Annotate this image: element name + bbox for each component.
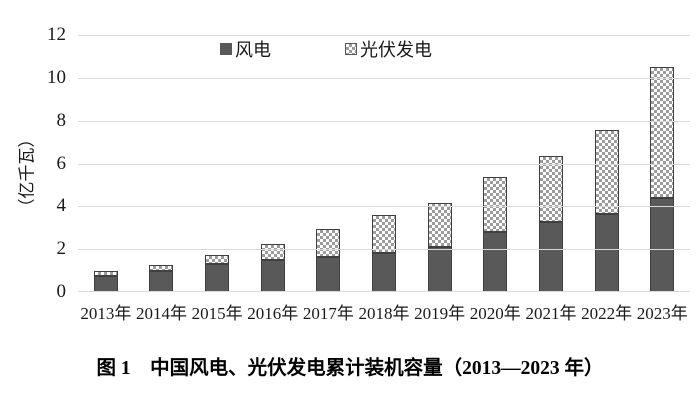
- bar-group-2022年: [579, 35, 635, 292]
- bar-segment-风电-2015年: [205, 264, 230, 292]
- legend: 风电 光伏发电: [220, 36, 432, 62]
- stacked-bar-2015年: [205, 255, 230, 292]
- stacked-bar-2020年: [483, 177, 508, 292]
- x-tick-label-2019年: 2019年: [414, 304, 466, 323]
- bar-segment-风电-2017年: [316, 256, 341, 292]
- legend-label: 风电: [235, 40, 271, 60]
- bar-group-2020年: [467, 35, 523, 292]
- stacked-bar-2018年: [371, 215, 396, 292]
- bar-segment-风电-2019年: [427, 247, 452, 292]
- plot-area: [78, 35, 690, 292]
- bar-segment-风电-2018年: [371, 252, 396, 292]
- y-tick-label-6: 6: [56, 152, 67, 174]
- bar-segment-风电-2016年: [260, 260, 285, 292]
- x-tick-label-2013年: 2013年: [80, 304, 132, 323]
- gridline-4: [78, 206, 690, 208]
- bar-segment-光伏发电-2015年: [205, 255, 230, 265]
- stacked-bar-2017年: [316, 229, 341, 292]
- legend-swatch-icon: [220, 43, 232, 55]
- legend-swatch-icon: [345, 43, 357, 55]
- y-tick-label-0: 0: [56, 281, 67, 302]
- x-tick-label-2015年: 2015年: [191, 304, 243, 323]
- x-tick-label-2017年: 2017年: [302, 304, 354, 323]
- x-tick-label-2023年: 2023年: [636, 304, 688, 323]
- legend-item-光伏发电: 光伏发电: [345, 36, 432, 62]
- gridline-8: [78, 120, 690, 122]
- x-tick-label-2022年: 2022年: [581, 304, 633, 323]
- gridline-10: [78, 77, 690, 79]
- figure-caption: 图 1 中国风电、光伏发电累计装机容量（2013—2023 年）: [96, 358, 604, 379]
- x-tick-label-2020年: 2020年: [469, 304, 521, 323]
- stacked-bar-2019年: [427, 203, 452, 292]
- y-tick-label-12: 12: [47, 24, 66, 45]
- bar-group-2019年: [412, 35, 468, 292]
- x-axis-tick-labels: 2013年 2014年 2015年 2016年 2017年 2018年 2019年 2020年…: [78, 303, 690, 327]
- y-tick-label-10: 10: [47, 66, 66, 88]
- bar-segment-风电-2022年: [594, 213, 619, 292]
- bar-segment-光伏发电-2019年: [427, 203, 452, 247]
- x-tick-label-2014年: 2014年: [135, 304, 187, 323]
- bar-segment-光伏发电-2017年: [316, 229, 341, 257]
- x-tick-label-2016年: 2016年: [247, 304, 299, 323]
- bars-layer: [78, 35, 690, 292]
- bar-segment-光伏发电-2018年: [371, 215, 396, 253]
- bar-segment-光伏发电-2013年: [93, 271, 118, 276]
- bar-group-2021年: [523, 35, 579, 292]
- gridline-6: [78, 163, 690, 165]
- stacked-bar-2021年: [538, 156, 563, 292]
- gridline-2: [78, 249, 690, 251]
- legend-item-风电: 风电: [220, 36, 271, 62]
- bar-segment-风电-2023年: [650, 197, 675, 292]
- stacked-bar-2016年: [260, 243, 285, 292]
- bar-segment-风电-2020年: [483, 231, 508, 292]
- bar-segment-光伏发电-2021年: [538, 156, 563, 222]
- y-tick-label-4: 4: [56, 195, 67, 217]
- bar-group-2015年: [189, 35, 245, 292]
- bar-group-2018年: [356, 35, 412, 292]
- y-tick-label-2: 2: [56, 238, 67, 260]
- y-axis-tick-labels: 0 2 4 6 8 10 12: [0, 24, 70, 302]
- stacked-bar-2013年: [93, 271, 118, 292]
- bar-segment-风电-2013年: [93, 275, 118, 292]
- bar-segment-光伏发电-2023年: [650, 67, 675, 198]
- bar-segment-光伏发电-2022年: [594, 129, 619, 214]
- bar-group-2016年: [245, 35, 301, 292]
- bar-segment-光伏发电-2016年: [260, 243, 285, 261]
- bar-segment-光伏发电-2014年: [149, 265, 174, 272]
- legend-label: 光伏发电: [360, 40, 432, 60]
- x-tick-label-2018年: 2018年: [358, 304, 410, 323]
- y-tick-label-8: 8: [56, 109, 67, 131]
- stacked-bar-2023年: [650, 67, 675, 292]
- bar-segment-风电-2021年: [538, 221, 563, 292]
- gridline-12: [78, 35, 690, 36]
- bar-segment-光伏发电-2020年: [483, 177, 508, 232]
- bar-group-2023年: [634, 35, 690, 292]
- stacked-bar-2022年: [594, 129, 619, 292]
- x-tick-label-2021年: 2021年: [525, 304, 577, 323]
- bar-group-2014年: [134, 35, 190, 292]
- stacked-bar-2014年: [149, 265, 174, 292]
- gridline-0: [78, 291, 690, 292]
- bar-segment-风电-2014年: [149, 271, 174, 292]
